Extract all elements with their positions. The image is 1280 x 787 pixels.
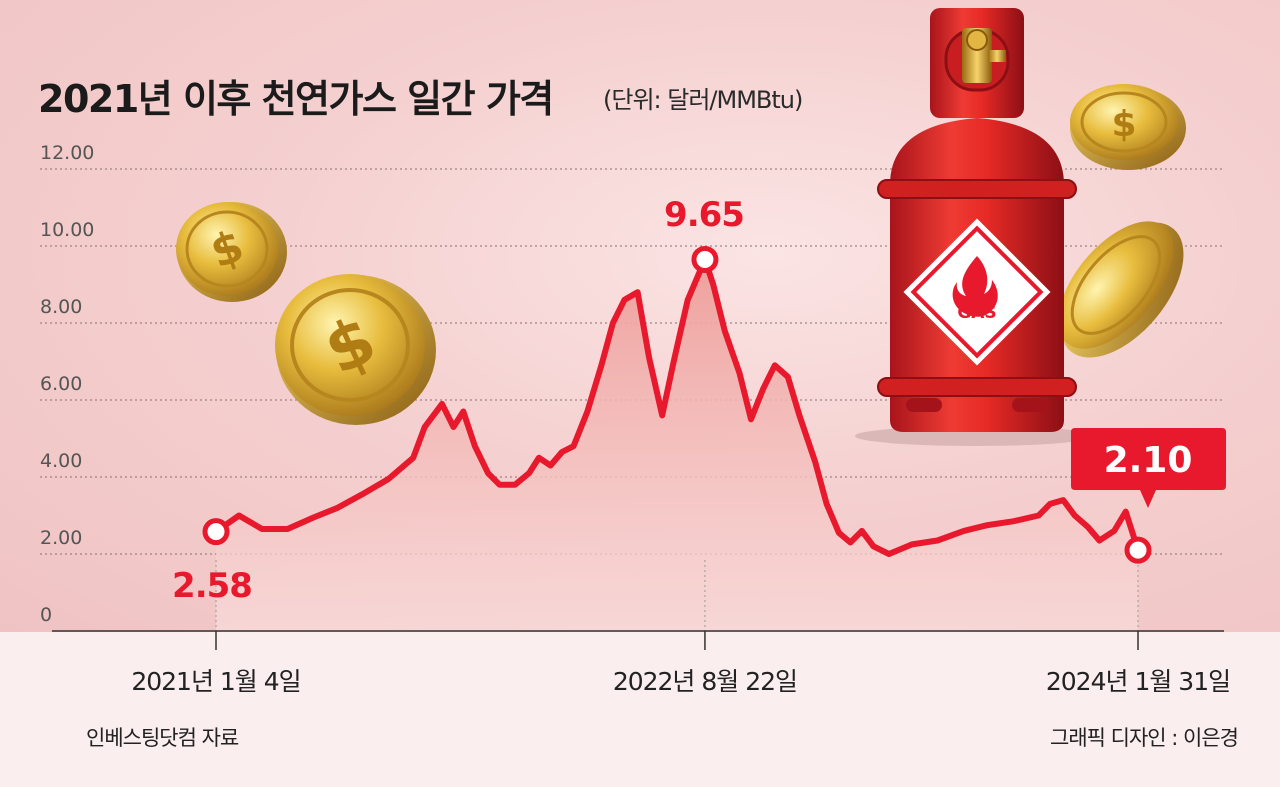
y-tick-label: 12.00 bbox=[40, 142, 94, 164]
x-tick-label: 2022년 8월 22일 bbox=[613, 667, 797, 696]
latest-value-label: 2.10 bbox=[1104, 440, 1193, 481]
x-tick-label: 2021년 1월 4일 bbox=[131, 667, 300, 696]
y-tick-label: 0 bbox=[40, 604, 52, 626]
latest-value-badge: 2.10 bbox=[1071, 428, 1226, 508]
gas-cylinder-icon: GAS bbox=[855, 8, 1095, 446]
footer-background bbox=[0, 632, 1280, 787]
y-tick-label: 2.00 bbox=[40, 527, 82, 549]
highlight-markers bbox=[202, 245, 1152, 564]
credit-note: 그래픽 디자인 : 이은경 bbox=[1050, 726, 1239, 750]
x-axis-ticks: 2021년 1월 4일 2022년 8월 22일 2024년 1월 31일 bbox=[131, 631, 1231, 696]
x-tick-label: 2024년 1월 31일 bbox=[1046, 667, 1230, 696]
peak-value-label: 9.65 bbox=[664, 195, 744, 235]
highlight-marker bbox=[202, 518, 230, 546]
gold-dollar-coin-icon bbox=[1058, 221, 1184, 358]
chart-title: 2021년 이후 천연가스 일간 가격 bbox=[38, 77, 554, 121]
y-tick-label: 8.00 bbox=[40, 296, 82, 318]
unit-label: (단위: 달러/MMBtu) bbox=[603, 86, 803, 114]
y-tick-label: 6.00 bbox=[40, 373, 82, 395]
gold-dollar-coin-icon: $ bbox=[275, 274, 436, 425]
highlight-marker bbox=[1124, 536, 1152, 564]
gold-dollar-coin-icon: $ bbox=[1070, 84, 1186, 170]
start-value-label: 2.58 bbox=[172, 566, 252, 606]
svg-text:$: $ bbox=[1111, 104, 1136, 145]
gold-dollar-coin-icon: $ bbox=[176, 202, 287, 302]
highlight-labels: 2.58 9.65 bbox=[172, 195, 745, 606]
cylinder-label: GAS bbox=[957, 303, 996, 323]
price-line bbox=[213, 256, 1141, 557]
source-note: 인베스팅닷컴 자료 bbox=[86, 726, 239, 750]
highlight-marker bbox=[691, 245, 719, 273]
y-axis-ticks: 0 2.00 4.00 6.00 8.00 10.00 12.00 bbox=[40, 142, 94, 626]
y-tick-label: 4.00 bbox=[40, 450, 82, 472]
price-area bbox=[216, 259, 1138, 631]
y-tick-label: 10.00 bbox=[40, 219, 94, 241]
date-guide-lines bbox=[215, 560, 1139, 631]
